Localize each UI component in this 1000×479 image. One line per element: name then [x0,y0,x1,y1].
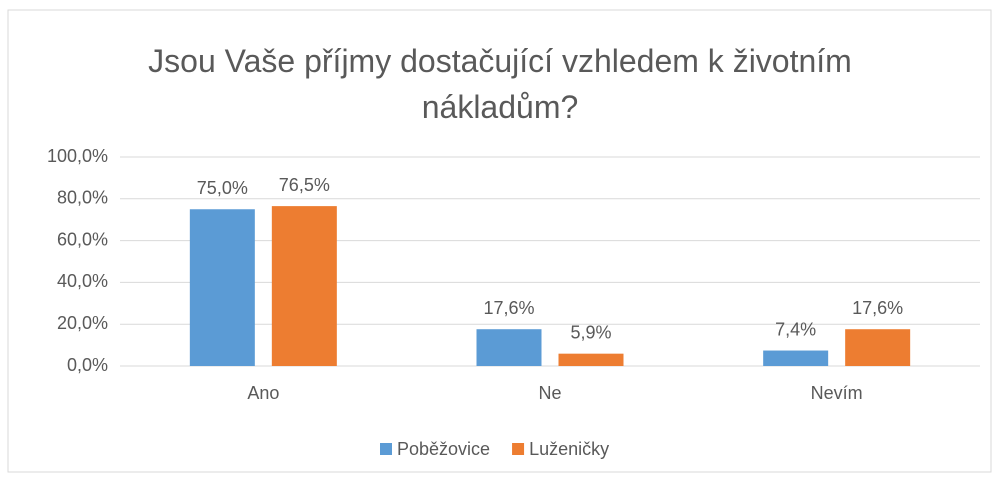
bar [763,350,829,366]
x-tick-label: Ano [247,383,279,403]
data-label: 75,0% [197,178,248,198]
legend-swatch [380,443,392,455]
data-label: 17,6% [483,298,534,318]
data-label: 5,9% [570,322,611,342]
y-tick-label: 40,0% [57,271,108,291]
bar [558,353,624,366]
bar [271,206,337,366]
data-label: 76,5% [279,175,330,195]
x-tick-label: Nevím [811,383,863,403]
bar [845,329,911,366]
data-label: 17,6% [852,298,903,318]
bar [476,329,542,366]
data-label: 7,4% [775,319,816,339]
y-tick-label: 80,0% [57,188,108,208]
x-tick-label: Ne [538,383,561,403]
y-tick-label: 60,0% [57,229,108,249]
y-tick-label: 20,0% [57,313,108,333]
chart-title: Jsou Vaše příjmy dostačující vzhledem k … [148,43,852,125]
legend-label: Luženičky [529,439,609,459]
y-tick-label: 0,0% [67,355,108,375]
chart-border [7,9,992,473]
y-tick-label: 100,0% [47,146,108,166]
bar [189,209,255,366]
legend-swatch [512,443,525,455]
legend-label: Poběžovice [397,439,490,459]
